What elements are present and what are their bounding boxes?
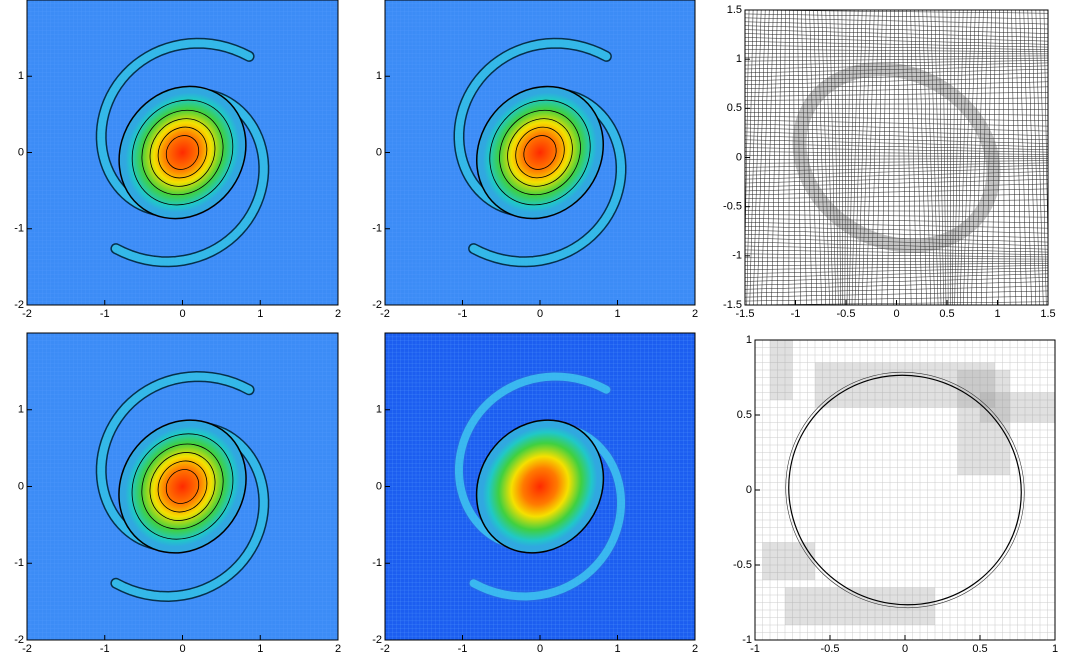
y-tick-label: 0: [746, 484, 752, 496]
panel: [27, 0, 338, 305]
y-tick-label: -1: [732, 250, 742, 262]
y-tick-label: 0: [736, 151, 742, 163]
x-tick-label: 2: [335, 643, 341, 655]
x-tick-label: -0.5: [837, 308, 856, 320]
y-tick-label: -2: [372, 299, 382, 311]
panel: [742, 10, 1052, 305]
x-tick-label: 2: [335, 308, 341, 320]
panel: [27, 333, 338, 640]
x-tick-label: -1: [100, 308, 110, 320]
refined-block: [763, 543, 816, 581]
y-tick-label: 0: [18, 146, 24, 158]
x-tick-label: 0.5: [972, 643, 987, 655]
x-tick-label: 1: [1052, 643, 1058, 655]
y-tick-label: 1: [746, 334, 752, 346]
y-tick-label: 1: [376, 404, 382, 416]
x-tick-label: 1: [614, 308, 620, 320]
y-tick-label: -2: [14, 299, 24, 311]
x-tick-label: 2: [692, 308, 698, 320]
x-tick-label: 0: [902, 643, 908, 655]
y-tick-label: 1: [18, 404, 24, 416]
x-tick-label: 1: [994, 308, 1000, 320]
x-tick-label: 0: [893, 308, 899, 320]
y-tick-label: 1: [736, 53, 742, 65]
y-tick-label: 0.5: [737, 409, 752, 421]
x-tick-label: -1: [791, 308, 801, 320]
refined-block: [785, 588, 935, 626]
x-tick-label: 0: [537, 643, 543, 655]
x-tick-label: 0: [179, 643, 185, 655]
x-tick-label: 0: [537, 308, 543, 320]
x-tick-label: -0.5: [821, 643, 840, 655]
x-tick-label: 1: [257, 308, 263, 320]
x-tick-label: -1: [100, 643, 110, 655]
figure: -2 -1 0 1 2 -2 -1 0 1 -2 -1 0 1 2 -2 -1 0 1 -1.5 -1 -0.5 0 0.5…: [0, 0, 1075, 661]
mesh-background: [745, 10, 1048, 305]
y-tick-label: 0: [18, 480, 24, 492]
y-tick-label: 0.5: [727, 102, 742, 114]
y-tick-label: 1: [376, 70, 382, 82]
y-tick-label: 0: [376, 480, 382, 492]
refined-block: [815, 363, 995, 408]
panel: [743, 280, 1068, 651]
panel: [385, 333, 695, 640]
y-tick-label: -0.5: [733, 559, 752, 571]
x-tick-label: 1: [257, 643, 263, 655]
y-tick-label: 0: [376, 146, 382, 158]
y-tick-label: -2: [372, 634, 382, 646]
y-tick-label: -1: [372, 223, 382, 235]
x-tick-label: -1: [458, 643, 468, 655]
x-tick-label: -1: [458, 308, 468, 320]
y-tick-label: -1.5: [723, 299, 742, 311]
y-tick-label: -1: [372, 557, 382, 569]
x-tick-label: 2: [692, 643, 698, 655]
x-tick-label: 1: [614, 643, 620, 655]
y-tick-label: -1: [14, 223, 24, 235]
y-tick-label: -1: [742, 634, 752, 646]
x-tick-label: 1.5: [1040, 308, 1055, 320]
x-tick-label: 0.5: [939, 308, 954, 320]
x-tick-label: 0: [179, 308, 185, 320]
y-tick-label: -2: [14, 634, 24, 646]
y-tick-label: 1: [18, 70, 24, 82]
y-tick-label: 1.5: [727, 4, 742, 16]
panel: [385, 0, 695, 305]
y-tick-label: -1: [14, 557, 24, 569]
y-tick-label: -0.5: [723, 201, 742, 213]
